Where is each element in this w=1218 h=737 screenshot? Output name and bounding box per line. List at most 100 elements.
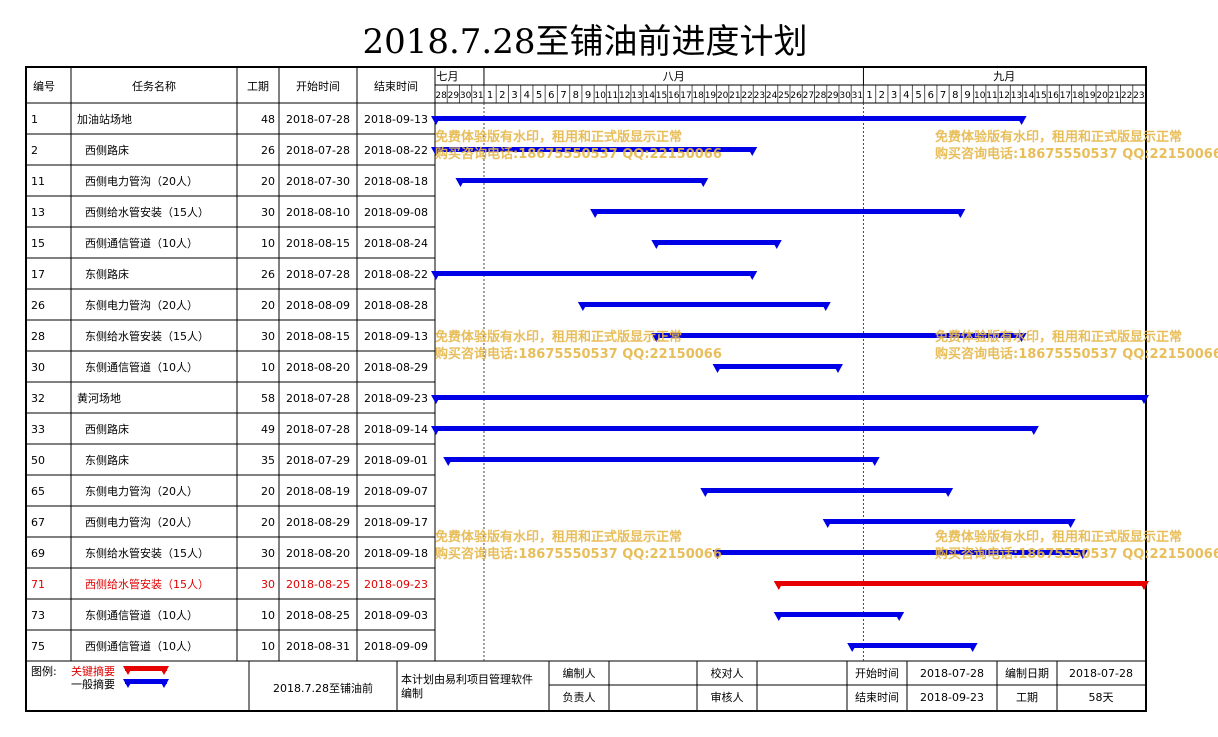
- task-bar-end-marker: [1016, 333, 1027, 342]
- task-name: 东侧通信管道（10人）: [85, 608, 198, 622]
- day-tick-label: 18: [692, 91, 704, 101]
- task-bar-end-marker: [1016, 116, 1027, 125]
- day-tick-label: 17: [1060, 91, 1071, 101]
- task-bar-end-marker: [820, 302, 831, 311]
- task-end: 2018-08-29: [364, 361, 428, 374]
- day-tick-label: 22: [741, 91, 752, 101]
- task-bar: [431, 271, 758, 280]
- task-bar-body: [777, 581, 1145, 586]
- day-tick-label: 8: [573, 90, 579, 101]
- task-bar-start-marker: [431, 426, 441, 435]
- task-start: 2018-08-15: [286, 237, 350, 250]
- watermark-line: 购买咨询电话:18675550537 QQ:22150066: [935, 347, 1218, 362]
- task-end: 2018-08-22: [364, 144, 428, 157]
- task-duration: 30: [261, 547, 275, 560]
- day-tick-label: 18: [1072, 91, 1084, 101]
- task-bar-body: [435, 116, 1023, 121]
- task-duration: 10: [261, 609, 275, 622]
- task-start: 2018-08-31: [286, 640, 350, 653]
- header-duration: 工期: [247, 80, 269, 93]
- task-name: 西侧电力管沟（20人）: [85, 174, 198, 188]
- watermark-line: 购买咨询电话:18675550537 QQ:22150066: [435, 147, 722, 162]
- day-tick-label: 5: [915, 90, 921, 101]
- task-bar-end-marker: [1028, 426, 1039, 435]
- task-bar-start-marker: [431, 116, 441, 125]
- day-tick-label: 9: [585, 90, 591, 101]
- task-bar-end-marker: [894, 612, 905, 621]
- task-name: 西侧电力管沟（20人）: [85, 515, 198, 529]
- task-bar: [651, 333, 1027, 342]
- watermark: 免费体验版有水印，租用和正式版显示正常 购买咨询电话:18675550537 QQ…: [435, 329, 722, 363]
- legend-critical-label: 关键摘要: [71, 664, 115, 678]
- task-name: 东侧通信管道（10人）: [85, 360, 198, 374]
- task-bar-start-marker: [590, 209, 601, 218]
- day-tick-label: 28: [815, 91, 827, 101]
- task-bar: [822, 519, 1076, 528]
- task-id: 28: [31, 330, 45, 343]
- task-id: 26: [31, 299, 45, 312]
- footer-software-note: 本计划由易利项目管理软件: [401, 672, 533, 686]
- watermark: 免费体验版有水印，租用和正式版显示正常 购买咨询电话:18675550537 QQ…: [935, 329, 1218, 363]
- task-id: 67: [31, 516, 45, 529]
- task-bar-start-marker: [455, 178, 466, 187]
- month-label: 七月: [436, 70, 458, 83]
- task-bar-body: [594, 209, 962, 214]
- task-duration: 20: [261, 175, 275, 188]
- day-tick-label: 21: [729, 91, 740, 101]
- task-bar-end-marker: [869, 457, 880, 466]
- day-tick-label: 13: [631, 91, 642, 101]
- task-bar-start-marker: [712, 364, 723, 373]
- task-bar-start-marker: [431, 271, 441, 280]
- day-tick-label: 8: [952, 90, 958, 101]
- footer-end-value: 2018-09-23: [920, 691, 984, 704]
- task-id: 75: [31, 640, 45, 653]
- task-name: 加油站场地: [77, 112, 132, 126]
- task-bar-body: [655, 333, 1023, 338]
- task-end: 2018-09-07: [364, 485, 428, 498]
- day-tick-label: 17: [680, 91, 691, 101]
- legend-critical-bar: [125, 666, 167, 671]
- task-bar-start-marker: [847, 643, 858, 652]
- task-bar-body: [716, 550, 1084, 555]
- task-bar: [712, 550, 1088, 559]
- task-id: 2: [31, 144, 38, 157]
- day-tick-label: 15: [1035, 91, 1046, 101]
- day-tick-label: 16: [668, 91, 680, 101]
- task-end: 2018-09-18: [364, 547, 428, 560]
- task-bar-end-marker: [1139, 395, 1149, 404]
- watermark-line: 免费体验版有水印，租用和正式版显示正常: [935, 530, 1183, 545]
- day-tick-label: 23: [1133, 91, 1144, 101]
- task-start: 2018-08-15: [286, 330, 350, 343]
- reviewer-label: 审核人: [711, 690, 744, 704]
- task-end: 2018-09-03: [364, 609, 428, 622]
- task-name: 东侧给水管安装（15人）: [85, 329, 209, 343]
- footer-date-label: 编制日期: [1005, 666, 1049, 680]
- task-bar-body: [447, 457, 876, 462]
- task-bar: [847, 643, 978, 652]
- task-bar: [773, 581, 1149, 590]
- watermark-line: 免费体验版有水印，租用和正式版显示正常: [435, 530, 683, 545]
- task-start: 2018-08-09: [286, 299, 350, 312]
- legend-normal-marker: [159, 679, 169, 688]
- task-start: 2018-07-29: [286, 454, 350, 467]
- task-id: 1: [31, 113, 38, 126]
- watermark-line: 购买咨询电话:18675550537 QQ:22150066: [435, 347, 722, 362]
- task-duration: 10: [261, 640, 275, 653]
- task-id: 50: [31, 454, 45, 467]
- day-tick-label: 26: [790, 91, 802, 101]
- day-tick-label: 1: [866, 90, 872, 101]
- task-bar-body: [716, 364, 839, 369]
- task-end: 2018-09-17: [364, 516, 428, 529]
- task-name: 黄河场地: [77, 391, 121, 405]
- task-duration: 20: [261, 485, 275, 498]
- task-id: 17: [31, 268, 45, 281]
- day-tick-label: 3: [891, 90, 897, 101]
- footer-date-value: 2018-07-28: [1069, 667, 1133, 680]
- task-end: 2018-08-22: [364, 268, 428, 281]
- watermark-line: 购买咨询电话:18675550537 QQ:22150066: [435, 547, 722, 562]
- task-start: 2018-08-29: [286, 516, 350, 529]
- day-tick-label: 29: [448, 91, 460, 101]
- task-name: 东侧电力管沟（20人）: [85, 298, 198, 312]
- task-bar-body: [826, 519, 1072, 524]
